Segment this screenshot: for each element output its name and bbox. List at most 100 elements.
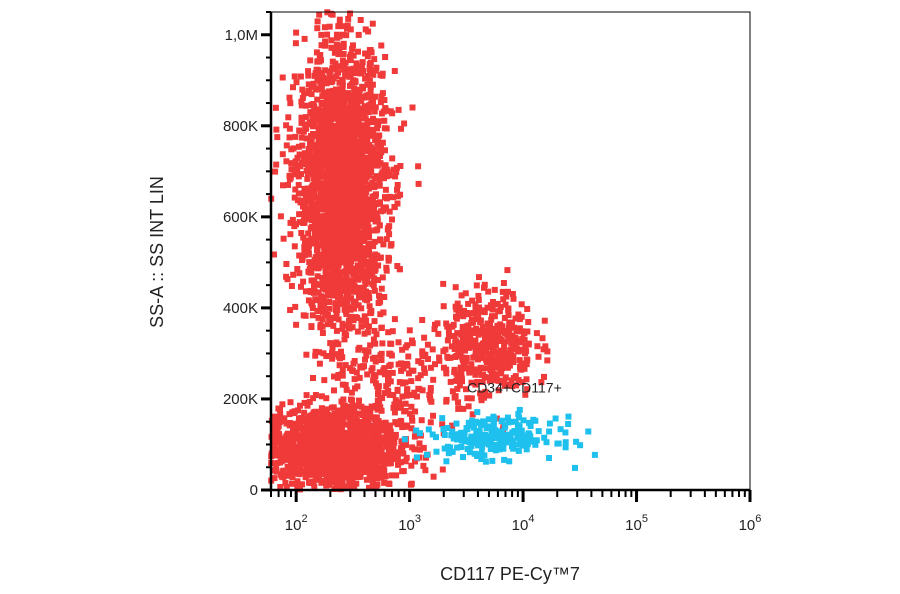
red-event-point [290, 271, 297, 278]
red-event-point [353, 369, 360, 376]
x-tick-label: 102 [285, 513, 308, 534]
red-event-point [325, 93, 332, 100]
red-event-point [302, 212, 309, 219]
red-event-point [341, 336, 348, 343]
red-event-point [363, 291, 370, 298]
red-event-point [331, 122, 338, 129]
red-event-point [379, 434, 386, 441]
blue-event-point [500, 445, 507, 452]
red-event-point [387, 430, 394, 437]
red-event-point [286, 454, 293, 461]
red-event-point [342, 382, 349, 388]
red-event-point [292, 186, 299, 193]
red-event-point [456, 304, 463, 311]
red-event-point [361, 112, 368, 119]
red-event-point [327, 264, 334, 270]
red-event-point [459, 345, 465, 352]
blue-event-point [488, 428, 495, 435]
red-event-point [366, 92, 373, 98]
red-event-point [458, 292, 465, 299]
blue-event-point [562, 429, 569, 436]
red-event-point [374, 139, 381, 146]
red-event-point [341, 467, 348, 474]
red-event-point [352, 299, 359, 306]
red-event-point [313, 238, 320, 245]
red-event-point [329, 179, 336, 186]
red-event-point [307, 57, 314, 64]
red-event-point [350, 440, 357, 447]
red-event-point [364, 129, 371, 135]
red-event-point [359, 105, 366, 112]
red-event-point [378, 146, 384, 153]
red-event-point [344, 218, 351, 225]
red-event-point [286, 94, 293, 101]
red-event-point [296, 415, 302, 422]
red-event-point [460, 405, 467, 412]
red-event-point [294, 483, 301, 490]
blue-event-point [520, 417, 527, 424]
red-event-point [395, 339, 402, 346]
red-event-point [421, 365, 428, 372]
red-event-point [502, 374, 509, 381]
red-event-point [321, 433, 328, 440]
red-event-point [474, 315, 481, 322]
red-event-point [336, 413, 343, 420]
red-event-point [347, 313, 354, 320]
red-event-point [287, 219, 294, 226]
red-event-point [440, 303, 447, 310]
blue-event-point [478, 421, 484, 428]
red-event-point [310, 375, 316, 381]
red-event-point [484, 329, 491, 336]
red-event-point [386, 208, 393, 215]
red-event-point [350, 286, 357, 293]
red-event-point [273, 466, 280, 473]
red-event-point [411, 389, 418, 396]
red-event-point [302, 474, 309, 481]
red-event-point [491, 334, 498, 341]
red-event-point [375, 391, 381, 398]
red-event-point [308, 91, 315, 98]
red-event-point [378, 285, 385, 292]
red-event-point [397, 163, 404, 169]
red-event-point [356, 204, 363, 211]
red-event-point [319, 426, 326, 433]
red-event-point [345, 277, 351, 284]
red-event-point [421, 334, 428, 341]
red-event-point [477, 390, 484, 397]
red-event-point [315, 73, 322, 79]
red-event-point [391, 316, 398, 323]
red-event-point [354, 255, 361, 262]
red-event-point [318, 479, 325, 486]
blue-event-point [468, 443, 475, 450]
red-event-point [283, 434, 290, 441]
blue-event-point [512, 418, 519, 425]
red-event-point [359, 146, 366, 153]
red-event-point [331, 287, 338, 294]
red-event-point [341, 402, 348, 409]
red-event-point [440, 348, 447, 355]
red-event-point [305, 68, 312, 75]
red-event-point [378, 42, 385, 49]
red-event-point [337, 439, 344, 446]
red-event-point [298, 98, 305, 105]
red-event-point [362, 466, 368, 472]
red-event-point [299, 257, 305, 263]
red-event-point [336, 190, 343, 197]
red-event-point [376, 369, 383, 376]
red-event-point [311, 256, 318, 263]
red-event-point [483, 347, 490, 354]
red-event-point [330, 322, 337, 329]
red-event-point [329, 446, 336, 453]
red-event-point [323, 162, 329, 169]
red-event-point [317, 450, 324, 457]
blue-event-point [447, 444, 454, 451]
red-event-point [504, 328, 510, 334]
red-event-point [347, 469, 354, 476]
red-event-point [346, 263, 352, 270]
red-event-point [440, 280, 447, 287]
red-event-point [510, 295, 517, 302]
red-event-point [280, 182, 286, 189]
blue-event-point [492, 427, 499, 434]
red-event-point [320, 91, 327, 98]
blue-event-point [516, 423, 523, 430]
